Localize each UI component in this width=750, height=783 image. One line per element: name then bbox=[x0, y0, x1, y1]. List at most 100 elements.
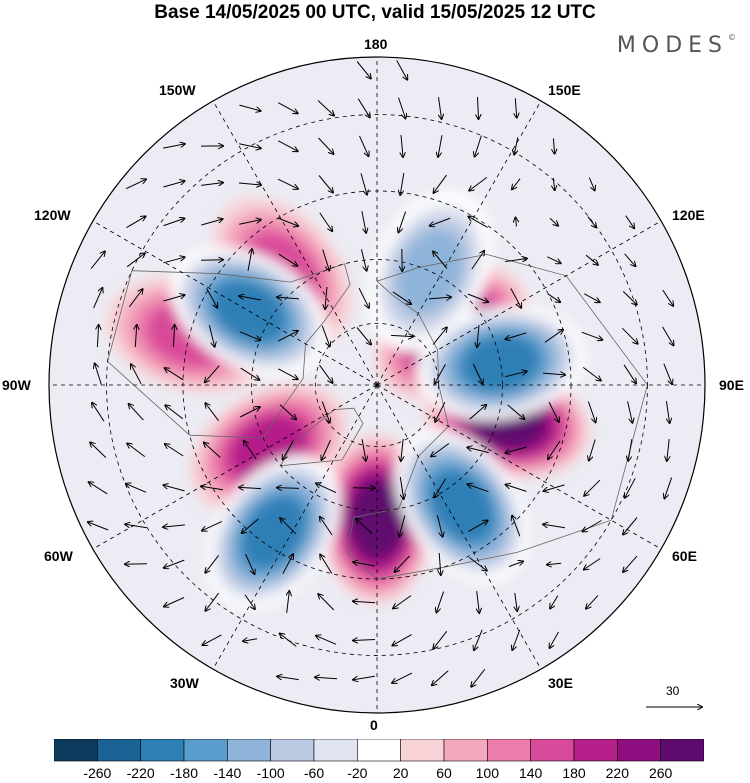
wind-vector-19 bbox=[514, 137, 519, 154]
wind-vector-200 bbox=[353, 640, 376, 641]
wind-vector-175 bbox=[320, 555, 333, 574]
wind-vector-78 bbox=[662, 289, 673, 306]
wind-vector-187 bbox=[287, 591, 290, 613]
wind-vector-171 bbox=[164, 559, 185, 568]
wind-vector-24 bbox=[238, 183, 261, 185]
wind-vector-164 bbox=[436, 515, 442, 536]
wind-vector-149 bbox=[468, 484, 489, 493]
wind-vector-10 bbox=[163, 144, 185, 149]
wind-vector-204 bbox=[512, 629, 521, 650]
wind-vector-77 bbox=[622, 291, 637, 304]
wind-vector-173 bbox=[245, 553, 255, 574]
wind-vector-27 bbox=[360, 173, 367, 194]
wind-vector-155 bbox=[88, 522, 109, 531]
meridian-330 bbox=[212, 384, 378, 670]
anomaly-center-9-level-5 bbox=[241, 496, 306, 569]
wind-vector-206 bbox=[277, 676, 299, 679]
wind-vector-115 bbox=[321, 401, 329, 423]
wind-vector-81 bbox=[173, 325, 174, 348]
wind-vector-156 bbox=[125, 524, 147, 529]
colorbar-segment-0 bbox=[54, 739, 98, 762]
wind-vector-209 bbox=[392, 672, 413, 683]
wind-vector-87 bbox=[390, 335, 413, 336]
wind-vector-208 bbox=[353, 675, 375, 680]
wind-vector-29 bbox=[434, 174, 447, 193]
wind-vector-6 bbox=[398, 97, 406, 119]
wind-vector-75 bbox=[547, 293, 560, 302]
wind-vector-8 bbox=[478, 96, 479, 119]
wind-vector-82 bbox=[208, 325, 214, 346]
wind-vector-122 bbox=[665, 401, 669, 423]
wind-vector-5 bbox=[357, 98, 370, 118]
wind-vector-89 bbox=[477, 324, 479, 347]
wind-vector-58 bbox=[471, 251, 484, 270]
colorbar-tick-label: 60 bbox=[436, 765, 452, 781]
wind-vector-46 bbox=[587, 216, 596, 228]
wind-vector-130 bbox=[361, 439, 366, 461]
wind-vector-38 bbox=[277, 217, 298, 226]
wind-vector-201 bbox=[392, 634, 412, 646]
wind-vector-205 bbox=[550, 631, 559, 648]
wind-vector-105 bbox=[542, 373, 565, 375]
colorbar-segment-3 bbox=[183, 739, 228, 762]
wind-vector-127 bbox=[244, 441, 257, 460]
colorbar-tick-label: -220 bbox=[126, 765, 155, 781]
colorbar-segment-6 bbox=[313, 739, 358, 762]
wind-vector-151 bbox=[544, 484, 565, 491]
map-title: Base 14/05/2025 00 UTC, valid 15/05/2025… bbox=[154, 2, 596, 23]
wind-vector-141 bbox=[163, 485, 185, 492]
lon-label-120e: 120E bbox=[672, 207, 705, 223]
wind-vector-177 bbox=[395, 555, 410, 572]
wind-vector-158 bbox=[202, 520, 223, 530]
wind-vector-133 bbox=[467, 447, 489, 454]
wind-vector-31 bbox=[512, 178, 521, 190]
anomaly-center-7-level-5 bbox=[461, 335, 540, 392]
wind-vector-9 bbox=[515, 98, 516, 117]
wind-vector-154 bbox=[664, 477, 673, 499]
wind-vector-184 bbox=[164, 597, 185, 607]
lon-label-30w: 30W bbox=[170, 675, 199, 691]
wind-vector-166 bbox=[512, 516, 521, 537]
wind-vector-132 bbox=[431, 443, 450, 457]
colorbar-segment-13 bbox=[617, 739, 661, 762]
wind-vector-134 bbox=[505, 446, 527, 453]
wind-vector-150 bbox=[506, 485, 527, 492]
wind-vector-2 bbox=[239, 104, 260, 111]
wind-vector-13 bbox=[278, 140, 297, 151]
wind-vector-52 bbox=[247, 249, 252, 271]
wind-vector-57 bbox=[433, 252, 448, 269]
wind-vector-83 bbox=[239, 331, 260, 340]
wind-vector-136 bbox=[589, 439, 596, 461]
colorbar-segment-1 bbox=[97, 739, 141, 762]
wind-vector-76 bbox=[584, 293, 599, 302]
wind-vector-48 bbox=[90, 251, 105, 269]
wind-vector-160 bbox=[280, 518, 297, 535]
wind-vector-182 bbox=[584, 558, 601, 570]
lon-label-150w: 150W bbox=[159, 82, 196, 98]
wind-vector-40 bbox=[361, 211, 366, 233]
colorbar-tick-label: -100 bbox=[256, 765, 285, 781]
wind-vector-137 bbox=[628, 439, 633, 461]
wind-vector-109 bbox=[92, 403, 105, 422]
wind-vector-53 bbox=[278, 253, 298, 266]
wind-vector-125 bbox=[165, 444, 184, 457]
wind-vector-54 bbox=[322, 249, 330, 271]
wind-vector-41 bbox=[398, 211, 407, 233]
wind-vector-70 bbox=[358, 287, 369, 308]
wind-vector-144 bbox=[277, 488, 300, 489]
wind-vector-140 bbox=[126, 484, 147, 493]
wind-vector-66 bbox=[206, 288, 218, 307]
wind-vector-194 bbox=[550, 595, 559, 609]
wind-vector-1 bbox=[396, 60, 408, 79]
colorbar-tick-label: 220 bbox=[605, 765, 630, 781]
wind-vector-50 bbox=[163, 257, 184, 264]
wind-vector-179 bbox=[468, 557, 487, 570]
wind-vector-86 bbox=[356, 327, 371, 345]
wind-vector-21 bbox=[125, 179, 146, 190]
wind-vector-47 bbox=[625, 215, 634, 229]
wind-vector-65 bbox=[163, 295, 184, 302]
wind-vector-183 bbox=[623, 555, 638, 572]
wind-vector-107 bbox=[623, 364, 636, 383]
wind-vector-143 bbox=[239, 487, 262, 488]
